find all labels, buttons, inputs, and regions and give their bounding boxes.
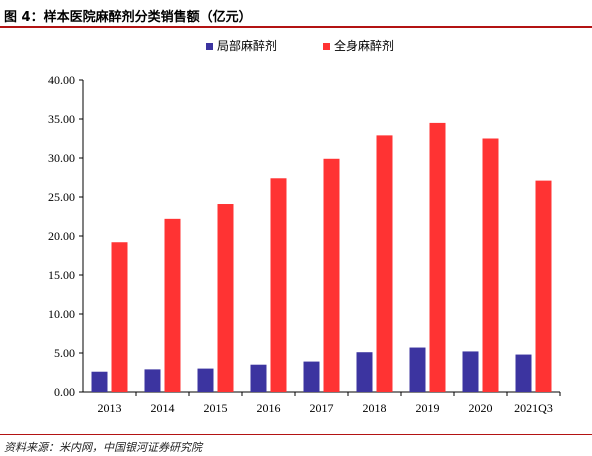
x-tick-label: 2018 — [363, 401, 387, 415]
bar-local-2019 — [409, 347, 426, 392]
legend-swatch-0 — [206, 43, 213, 50]
y-tick-label: 25.00 — [48, 190, 75, 204]
title-rule — [0, 26, 592, 28]
bar-chart: 0.00 5.00 10.00 15.00 20.00 25.00 30.00 35.00 40… — [48, 38, 561, 415]
x-tick-label: 2016 — [257, 401, 281, 415]
y-tick-label: 0.00 — [54, 385, 75, 399]
bar-local-2021Q3 — [515, 354, 532, 392]
bar-general-2021Q3 — [535, 180, 552, 392]
source-note: 资料来源：米内网，中国银河证券研究院 — [4, 441, 202, 454]
bar-general-2017 — [323, 158, 340, 392]
bar-local-2020 — [462, 351, 479, 392]
y-tick-label: 35.00 — [48, 112, 75, 126]
x-tick-label: 2020 — [469, 401, 493, 415]
y-tick-label: 15.00 — [48, 268, 75, 282]
bar-general-2018 — [376, 135, 393, 392]
legend-swatch-1 — [323, 43, 330, 50]
y-tick-label: 5.00 — [54, 346, 75, 360]
y-tick-label: 10.00 — [48, 307, 75, 321]
x-tick-label: 2015 — [204, 401, 228, 415]
x-tick-label: 2014 — [151, 401, 175, 415]
bar-general-2019 — [429, 122, 446, 393]
x-tick-label: 2019 — [416, 401, 440, 415]
x-tick-label: 2013 — [98, 401, 122, 415]
bar-general-2015 — [217, 204, 234, 392]
y-tick-label: 40.00 — [48, 73, 75, 87]
x-tick-label: 2017 — [310, 401, 334, 415]
bar-local-2018 — [356, 352, 373, 392]
bar-general-2016 — [270, 178, 287, 392]
bar-local-2014 — [144, 369, 161, 392]
bar-local-2013 — [91, 371, 108, 392]
y-tick-label: 20.00 — [48, 229, 75, 243]
y-tick-label: 30.00 — [48, 151, 75, 165]
bar-local-2016 — [250, 364, 267, 392]
bar-general-2020 — [482, 138, 499, 392]
bar-general-2014 — [164, 218, 181, 392]
source-rule — [0, 434, 592, 435]
bar-local-2017 — [303, 361, 320, 392]
legend-label-1: 全身麻醉剂 — [334, 38, 394, 53]
bar-local-2015 — [197, 368, 214, 392]
x-tick-label: 2021Q3 — [514, 401, 553, 415]
bar-general-2013 — [111, 242, 128, 392]
chart-title: 图 4：样本医院麻醉剂分类销售额（亿元） — [4, 10, 252, 25]
legend-label-0: 局部麻醉剂 — [217, 38, 277, 53]
